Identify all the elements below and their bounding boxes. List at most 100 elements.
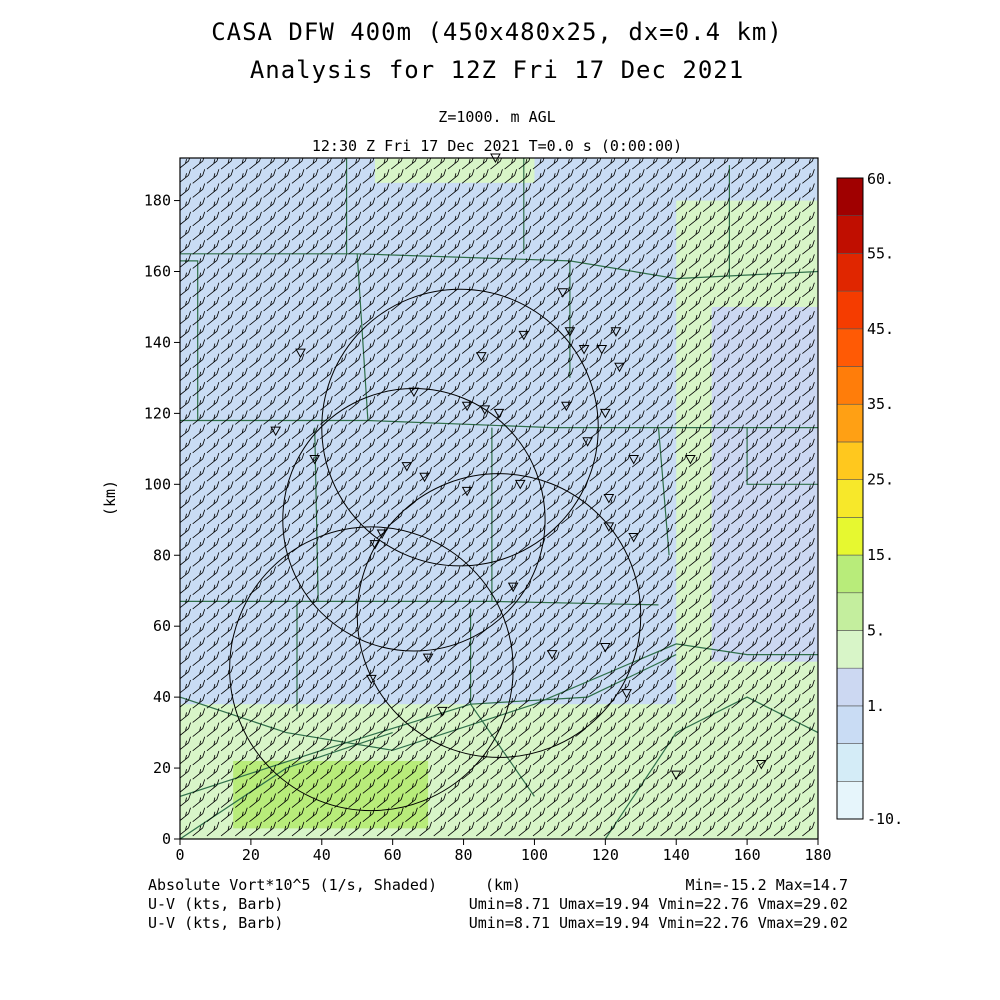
wind-barb bbox=[561, 339, 574, 354]
wind-barb bbox=[405, 282, 418, 298]
wind-barb bbox=[220, 750, 234, 766]
wind-barb bbox=[291, 608, 305, 624]
wind-barb bbox=[617, 807, 631, 823]
wind-barb bbox=[305, 821, 319, 837]
wind-barb bbox=[235, 396, 248, 411]
wind-barb bbox=[802, 793, 815, 808]
wind-barb bbox=[192, 807, 206, 823]
wind-barb bbox=[532, 765, 546, 780]
wind-barb bbox=[702, 750, 716, 766]
wind-barb bbox=[263, 381, 276, 397]
wind-barb bbox=[390, 694, 404, 709]
wind-barb bbox=[476, 325, 489, 340]
wind-barb bbox=[787, 410, 801, 425]
wind-barb bbox=[249, 566, 262, 581]
wind-barb bbox=[589, 594, 603, 610]
wind-barb bbox=[447, 481, 461, 496]
wind-barb bbox=[745, 325, 759, 340]
wind-barb bbox=[263, 353, 276, 369]
wind-barb bbox=[561, 381, 574, 397]
wind-barb bbox=[518, 296, 532, 312]
wind-barb bbox=[518, 396, 532, 411]
colorbar-swatch bbox=[836, 630, 864, 669]
y-tick-label: 80 bbox=[153, 546, 171, 564]
wind-barb bbox=[518, 623, 532, 638]
wind-barb bbox=[362, 495, 376, 510]
wind-barb bbox=[745, 339, 759, 354]
wind-barb bbox=[731, 538, 744, 553]
wind-barb bbox=[405, 523, 418, 539]
wind-barb bbox=[235, 566, 248, 581]
wind-barb bbox=[575, 736, 588, 752]
wind-barb bbox=[334, 311, 347, 326]
wind-barb bbox=[277, 594, 291, 610]
wind-barb bbox=[305, 353, 319, 369]
wind-barb bbox=[773, 807, 787, 823]
wind-barb bbox=[277, 793, 291, 808]
wind-barb bbox=[291, 679, 305, 695]
wind-barb bbox=[660, 467, 673, 482]
wind-barb bbox=[476, 509, 489, 525]
wind-barb bbox=[461, 424, 475, 439]
wind-barb bbox=[235, 679, 248, 695]
wind-barb bbox=[419, 594, 432, 610]
wind-barb bbox=[646, 736, 659, 752]
wind-barb bbox=[504, 353, 518, 369]
wind-barb bbox=[348, 452, 362, 468]
wind-barb bbox=[575, 523, 588, 539]
wind-barb bbox=[589, 481, 603, 496]
wind-barb bbox=[220, 495, 234, 510]
wind-barb bbox=[802, 467, 815, 482]
wind-barb bbox=[362, 708, 376, 723]
wind-barb bbox=[688, 608, 702, 624]
wind-barb bbox=[220, 608, 234, 624]
wind-barb bbox=[745, 779, 759, 794]
wind-barb bbox=[603, 793, 617, 808]
wind-barb bbox=[717, 821, 730, 837]
wind-barb bbox=[787, 523, 801, 539]
wind-barb bbox=[631, 396, 645, 411]
wind-barb bbox=[405, 325, 418, 340]
wind-barb bbox=[518, 651, 532, 666]
wind-barb bbox=[249, 339, 262, 354]
wind-barb bbox=[773, 311, 787, 326]
wind-barb bbox=[787, 594, 801, 610]
wind-barb bbox=[702, 821, 716, 837]
wind-barb bbox=[731, 566, 744, 581]
wind-barb bbox=[731, 821, 744, 837]
wind-barb bbox=[433, 765, 447, 780]
wind-barb bbox=[291, 410, 305, 425]
wind-barb bbox=[802, 325, 815, 340]
wind-barb bbox=[320, 282, 333, 298]
wind-barb bbox=[674, 623, 688, 638]
wind-barb bbox=[390, 452, 404, 468]
wind-barb bbox=[490, 708, 503, 723]
wind-barb bbox=[419, 679, 432, 695]
wind-barb bbox=[433, 438, 447, 454]
wind-barb bbox=[561, 807, 574, 823]
wind-barb bbox=[291, 325, 305, 340]
wind-barb bbox=[688, 793, 702, 808]
wind-barb bbox=[263, 623, 276, 638]
wind-barb bbox=[646, 665, 659, 681]
wind-barb bbox=[575, 353, 588, 369]
wind-barb bbox=[532, 637, 546, 652]
wind-barb bbox=[759, 651, 773, 666]
wind-barb bbox=[490, 821, 503, 837]
wind-barb bbox=[461, 367, 475, 383]
wind-barb bbox=[490, 807, 503, 823]
wind-barb bbox=[490, 424, 503, 439]
wind-barb bbox=[674, 353, 688, 369]
wind-barb bbox=[419, 452, 432, 468]
wind-barb bbox=[305, 438, 319, 454]
wind-barb bbox=[263, 467, 276, 482]
wind-barb bbox=[660, 694, 673, 709]
wind-barb bbox=[320, 750, 333, 766]
wind-barb bbox=[419, 282, 432, 298]
wind-barb bbox=[589, 637, 603, 652]
wind-barb bbox=[376, 495, 390, 510]
wind-barb bbox=[206, 637, 220, 652]
wind-barb bbox=[249, 651, 262, 666]
wind-barb bbox=[646, 339, 659, 354]
wind-barb bbox=[702, 580, 716, 596]
